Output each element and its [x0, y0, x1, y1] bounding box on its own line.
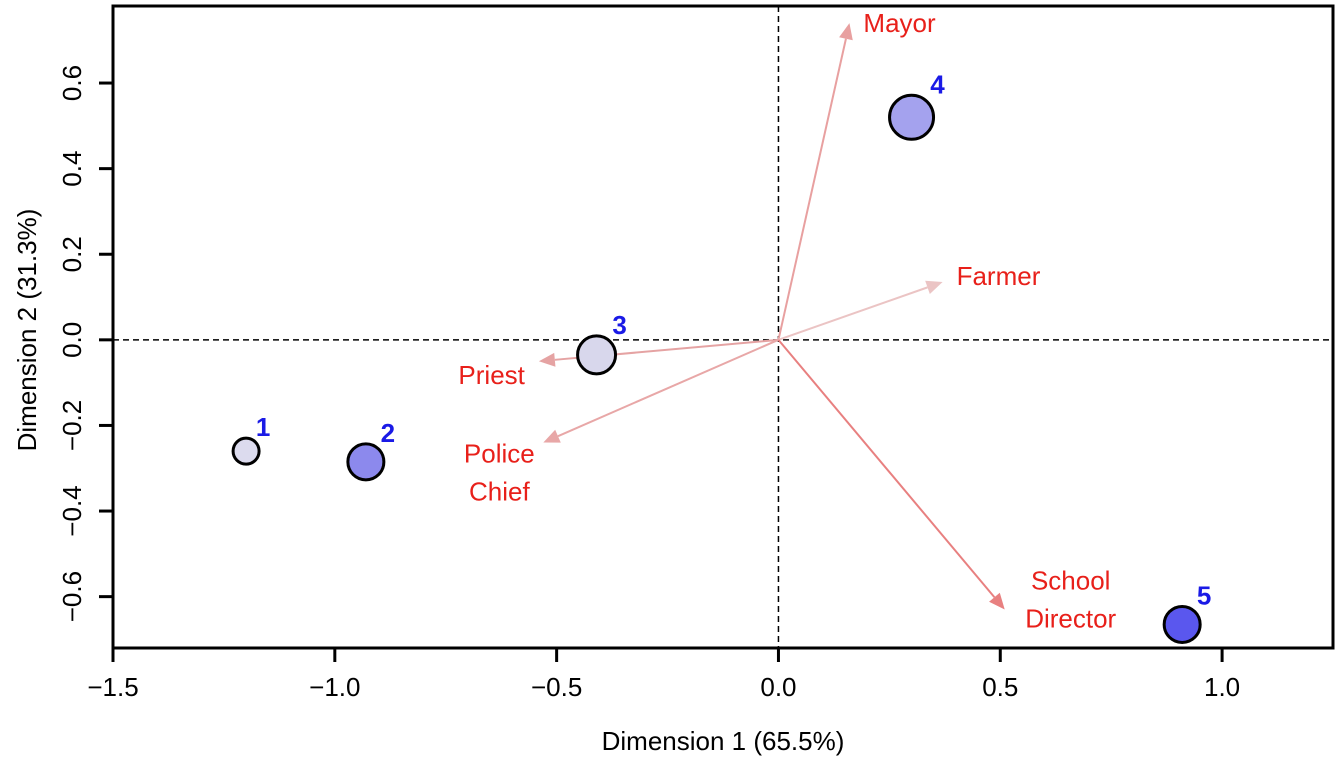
- data-point: [346, 442, 386, 482]
- data-point-label: 3: [612, 310, 626, 340]
- y-axis-title: Dimension 2 (31.3%): [12, 209, 42, 452]
- vector-arrowhead: [989, 592, 1005, 610]
- vector-line: [557, 338, 779, 438]
- vector-label: Director: [1025, 603, 1116, 633]
- plot-frame: [111, 4, 1335, 650]
- data-point: [888, 93, 936, 141]
- data-point-label: 5: [1197, 580, 1211, 610]
- data-point-label: 2: [381, 418, 395, 448]
- y-axis: −0.6 −0.4 −0.2 0.0 0.2 0.4 0.6: [57, 65, 113, 622]
- x-tick-label: 0.5: [982, 672, 1018, 702]
- y-tick-label: −0.6: [57, 571, 87, 622]
- vector-line: [778, 286, 928, 341]
- vector-label: Mayor: [863, 8, 936, 38]
- x-tick-label: −0.5: [531, 672, 582, 702]
- data-point-label: 4: [930, 69, 945, 99]
- vector-arrowhead: [839, 23, 853, 41]
- y-tick-label: −0.4: [57, 485, 87, 536]
- vector-arrowhead: [543, 429, 561, 443]
- y-tick-label: 0.2: [57, 236, 87, 272]
- data-point: [1162, 604, 1202, 644]
- vector-arrowhead: [538, 352, 556, 367]
- data-point: [576, 334, 618, 376]
- vector-label: School: [1031, 565, 1111, 595]
- vector-label: Farmer: [957, 261, 1041, 291]
- vector-label: Police: [464, 439, 535, 469]
- x-tick-label: 1.0: [1204, 672, 1240, 702]
- variable-vectors: Mayor Farmer Priest Police Chief School Direct…: [458, 8, 1116, 633]
- reference-lines: [113, 6, 1333, 648]
- x-tick-label: −1.0: [309, 672, 360, 702]
- y-tick-label: −0.2: [57, 400, 87, 451]
- x-axis-title: Dimension 1 (65.5%): [602, 726, 845, 756]
- vector-line: [777, 38, 847, 341]
- x-axis: −1.5 −1.0 −0.5 0.0 0.5 1.0: [87, 648, 1240, 702]
- y-tick-label: 0.0: [57, 322, 87, 358]
- y-tick-label: 0.4: [57, 151, 87, 187]
- vector-line: [777, 339, 996, 598]
- data-points: 1 2 3 4 5: [231, 69, 1211, 644]
- x-tick-label: −1.5: [87, 672, 138, 702]
- data-point: [231, 436, 261, 466]
- y-tick-label: 0.6: [57, 65, 87, 101]
- vector-label: Chief: [469, 477, 530, 507]
- x-tick-label: 0.0: [760, 672, 796, 702]
- vector-arrowhead: [925, 280, 943, 294]
- data-point-label: 1: [256, 412, 270, 442]
- vector-label: Priest: [458, 360, 525, 390]
